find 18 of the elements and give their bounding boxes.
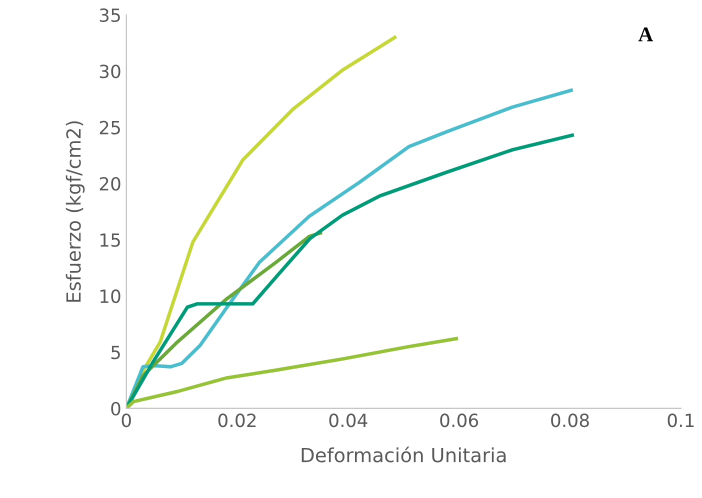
x-axis-title: Deformación Unitaria xyxy=(302,446,506,462)
x-tick-label: 0.06 xyxy=(440,414,478,428)
line-series xyxy=(126,336,458,408)
y-tick-label: 15 xyxy=(100,233,120,247)
y-tick-label: 30 xyxy=(100,64,120,78)
y-axis-title: Esfuerzo (kgf/cm2) xyxy=(66,121,85,302)
x-tick-label: 0.02 xyxy=(218,414,256,428)
x-tick-label: 0.1 xyxy=(668,414,694,428)
y-tick-label: 25 xyxy=(100,120,120,134)
x-tick-label: 0.08 xyxy=(551,414,589,428)
annotation: A xyxy=(638,27,654,42)
y-tick-label: 10 xyxy=(100,289,120,304)
y-tick-label: 0 xyxy=(111,402,120,416)
y-tick-label: 20 xyxy=(100,177,120,191)
x-tick-label: 0 xyxy=(122,414,131,428)
y-tick-label: 35 xyxy=(100,8,120,22)
y-tick-label: 5 xyxy=(111,346,120,360)
x-tick-label: 0.04 xyxy=(329,414,368,428)
